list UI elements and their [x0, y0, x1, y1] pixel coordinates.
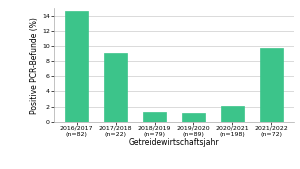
Y-axis label: Positive PCR-Befunde (%): Positive PCR-Befunde (%) [30, 17, 39, 114]
Bar [65, 11, 88, 122]
Bar [104, 53, 127, 122]
Bar [221, 106, 244, 122]
Bar [260, 48, 283, 122]
Bar [182, 113, 205, 122]
X-axis label: Getreidewirtschaftsjahr: Getreidewirtschaftsjahr [129, 138, 219, 147]
Bar [143, 112, 166, 122]
